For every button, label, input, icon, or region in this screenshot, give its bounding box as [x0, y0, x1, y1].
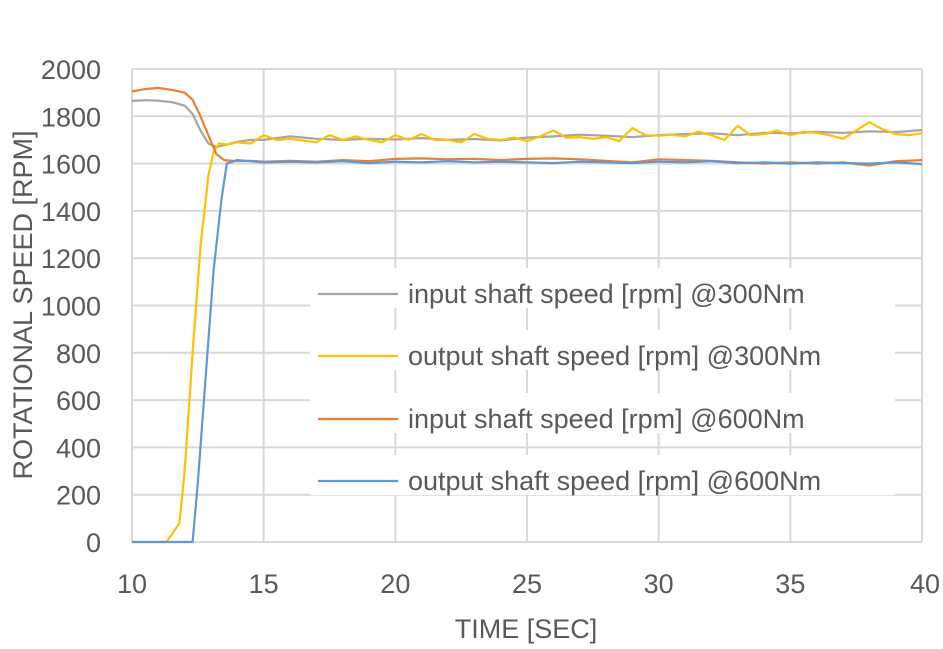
series-line-4	[132, 159, 923, 544]
legend-label-1: input shaft speed [rpm] @300Nm	[408, 279, 805, 309]
legend-label-4: output shaft speed [rpm] @600Nm	[408, 466, 821, 496]
y-tick-label: 1000	[41, 292, 101, 322]
y-tick-label: 1800	[41, 102, 101, 132]
legend-label-3: input shaft speed [rpm] @600Nm	[408, 404, 805, 434]
y-tick-label: 400	[56, 433, 101, 463]
legend: input shaft speed [rpm] @300Nm output sha…	[310, 268, 895, 496]
y-tick-label: 600	[56, 386, 101, 416]
legend-entry-background	[310, 455, 895, 495]
legend-label-2: output shaft speed [rpm] @300Nm	[408, 341, 821, 371]
legend-entry-background	[310, 393, 895, 433]
legend-entry-background	[310, 330, 895, 370]
y-tick-label: 1600	[41, 150, 101, 180]
x-tick-label: 20	[380, 569, 410, 599]
x-tick-label: 15	[249, 569, 279, 599]
x-tick-label: 10	[117, 569, 147, 599]
x-axis-title: TIME [SEC]	[455, 614, 598, 644]
x-tick-label: 25	[512, 569, 542, 599]
y-tick-label: 1400	[41, 197, 101, 227]
legend-entry-background	[310, 268, 895, 308]
x-tick-labels: 10 15 20 25 30 35 40	[117, 569, 940, 599]
series-group	[131, 86, 923, 544]
y-tick-labels: 0 200 400 600 800 1000 1200 1400 1600 1800 2000	[41, 55, 101, 558]
x-tick-label: 40	[910, 569, 940, 599]
y-axis-title: ROTATIONAL SPEED [RPM]	[8, 130, 38, 479]
x-tick-label: 35	[775, 569, 805, 599]
x-tick-label: 30	[644, 569, 674, 599]
series-line-1	[131, 99, 923, 149]
y-tick-label: 200	[56, 481, 101, 511]
y-tick-label: 2000	[41, 55, 101, 85]
y-tick-label: 800	[56, 339, 101, 369]
series-line-2	[132, 121, 923, 544]
y-tick-label: 0	[86, 528, 101, 558]
y-tick-label: 1200	[41, 244, 101, 274]
